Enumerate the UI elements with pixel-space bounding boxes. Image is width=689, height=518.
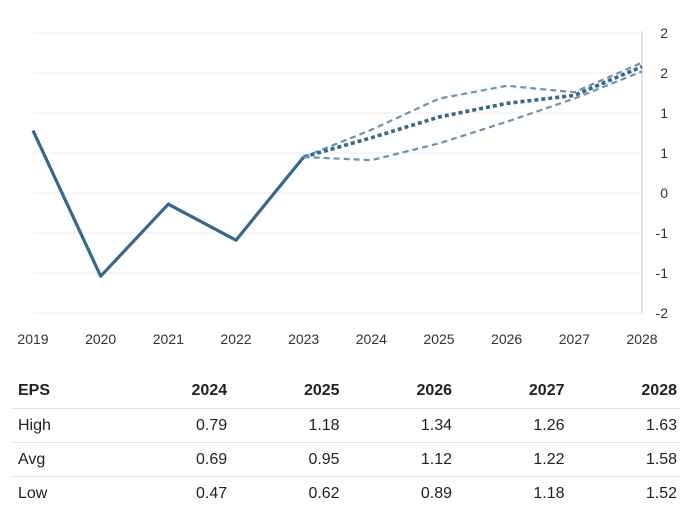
table-cell: 0.89 [342, 476, 456, 510]
eps-forecast-line [303, 64, 643, 159]
table-cell: 0.47 [117, 476, 231, 510]
row-label: High [12, 408, 118, 443]
table-cell: 1.58 [567, 442, 680, 477]
table-cell: 0.95 [230, 442, 343, 477]
table-header-row: EPS 2024 2025 2026 2027 2028 [12, 374, 680, 409]
eps-forecast-line [303, 70, 643, 162]
header-cell: 2025 [303, 382, 340, 399]
row-label: Low [12, 476, 118, 510]
header-cell: 2027 [528, 382, 565, 399]
y-tick-label: 1 [660, 105, 668, 121]
y-tick-label: 2 [660, 25, 668, 41]
header-cell: EPS [18, 382, 51, 399]
table-row: High 0.79 1.18 1.34 1.26 1.63 [12, 408, 680, 443]
x-tick-label: 2026 [491, 331, 522, 347]
row-label: Avg [12, 442, 118, 477]
x-tick-label: 2019 [17, 331, 48, 347]
y-tick-label: 0 [660, 185, 668, 201]
eps-forecast-line [303, 61, 643, 159]
x-tick-label: 2022 [220, 331, 251, 347]
table-cell: 1.34 [342, 408, 456, 443]
x-tick-label: 2028 [626, 331, 657, 347]
y-tick-label: 2 [660, 65, 668, 81]
x-tick-label: 2021 [153, 331, 184, 347]
table-cell: 0.69 [117, 442, 231, 477]
table-row: Low 0.47 0.62 0.89 1.18 1.52 [12, 476, 680, 510]
eps-estimates-table: EPS 2024 2025 2026 2027 2028 High 0.79 1… [12, 374, 680, 510]
table-cell: 1.63 [567, 408, 680, 443]
eps-actual-line [31, 129, 305, 278]
y-tick-label: -1 [656, 225, 669, 241]
header-cell: 2026 [416, 382, 453, 399]
x-tick-label: 2020 [85, 331, 116, 347]
table-cell: 1.18 [455, 476, 568, 510]
table-cell: 1.18 [230, 408, 343, 443]
table-cell: 1.52 [567, 476, 680, 510]
x-tick-label: 2025 [423, 331, 454, 347]
y-tick-label: -1 [656, 265, 669, 281]
x-tick-label: 2027 [559, 331, 590, 347]
y-tick-label: 1 [660, 145, 668, 161]
table-cell: 1.12 [342, 442, 456, 477]
x-tick-label: 2024 [356, 331, 387, 347]
table-cell: 1.22 [455, 442, 568, 477]
header-cell: 2024 [191, 382, 228, 399]
table-cell: 0.79 [117, 408, 231, 443]
table-cell: 0.62 [230, 476, 343, 510]
x-tick-label: 2023 [288, 331, 319, 347]
table-row: Avg 0.69 0.95 1.12 1.22 1.58 [12, 442, 680, 477]
header-cell: 2028 [641, 382, 677, 399]
table-cell: 1.26 [455, 408, 568, 443]
eps-chart: 2 2 1 1 0 -1 -1 -2 2019 2020 2021 2022 2023 2024 2025 2… [17, 25, 669, 347]
y-tick-label: -2 [656, 305, 669, 321]
